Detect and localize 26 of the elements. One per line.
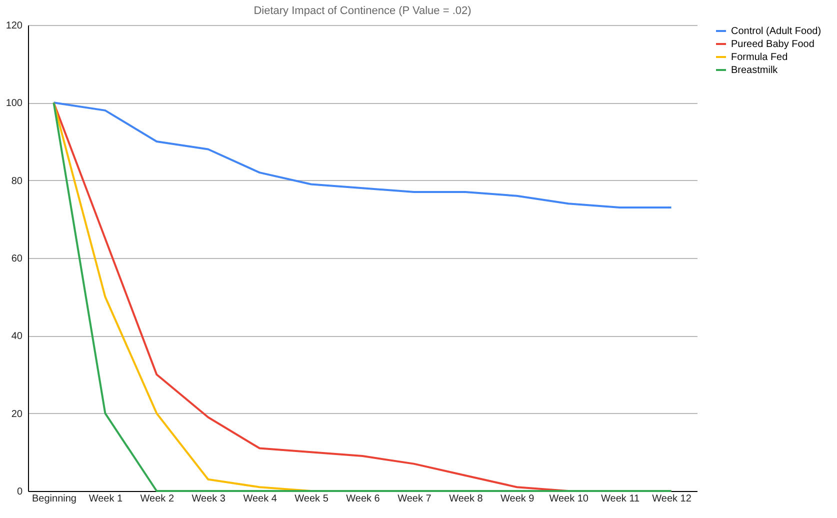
legend-label: Pureed Baby Food	[731, 39, 814, 50]
x-tick-label: Week 11	[601, 494, 640, 504]
y-tick-label: 120	[6, 20, 23, 32]
x-tick-label: Week 4	[243, 494, 278, 504]
y-tick-label: 80	[11, 176, 23, 187]
y-tick-label: 40	[11, 331, 23, 342]
x-tick-label: Week 9	[500, 494, 535, 504]
x-tick-label: Week 10	[549, 494, 589, 504]
x-tick-label: Week 8	[449, 494, 484, 504]
chart-title: Dietary Impact of Continence (P Value = .02)	[254, 5, 472, 17]
legend-label: Breastmilk	[731, 65, 779, 76]
x-tick-label: Week 2	[140, 494, 174, 504]
x-tick-label: Week 12	[652, 494, 692, 504]
line-series	[52, 102, 672, 209]
x-tick-label: Week 1	[88, 494, 123, 504]
x-tick-label: Week 5	[294, 494, 329, 504]
y-tick-label: 20	[11, 408, 23, 420]
x-tick-label: Week 6	[346, 494, 380, 504]
x-tick-label: Week 7	[398, 494, 432, 504]
x-tick-label: Beginning	[32, 494, 76, 504]
x-tick-label: Week 3	[192, 494, 226, 504]
legend-label: Formula Fed	[731, 52, 788, 63]
y-tick-label: 0	[16, 486, 23, 498]
y-tick-label: 60	[11, 254, 23, 264]
legend-label: Control (Adult Food)	[731, 26, 822, 37]
y-tick-label: 100	[6, 98, 23, 110]
